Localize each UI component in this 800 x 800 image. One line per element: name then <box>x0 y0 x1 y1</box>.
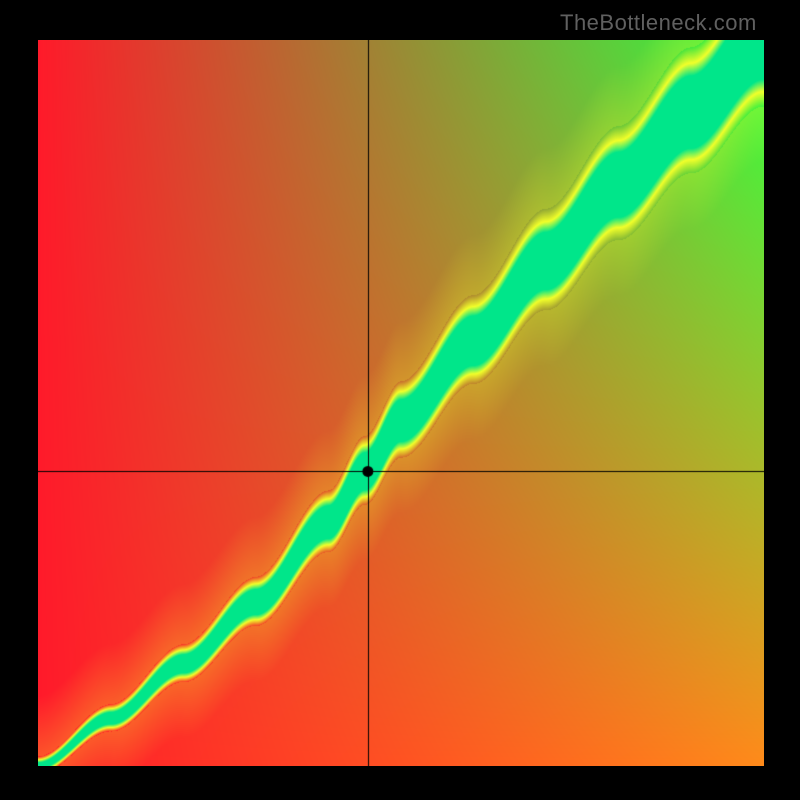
bottleneck-heatmap <box>38 40 764 766</box>
watermark-text: TheBottleneck.com <box>560 10 757 36</box>
